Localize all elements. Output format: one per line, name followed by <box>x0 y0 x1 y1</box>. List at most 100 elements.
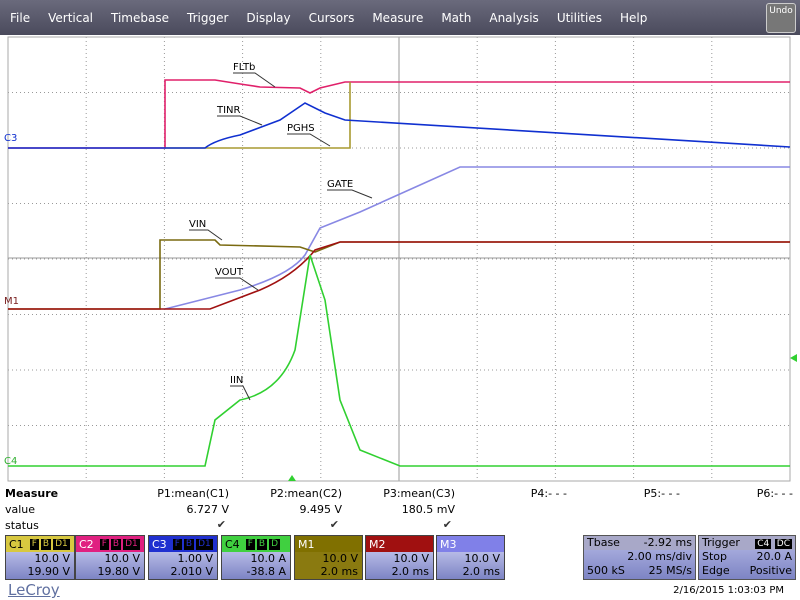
menu-item[interactable]: Display <box>246 10 291 25</box>
label: Edge <box>702 564 730 577</box>
channel-header: C1 F B D1 <box>6 536 74 552</box>
value: 25 MS/s <box>648 564 692 577</box>
channel-body: 10.0 V 2.0 ms <box>295 552 362 579</box>
parameter-value: 9.495 V <box>299 503 342 516</box>
channel-value: 10.0 V <box>464 552 500 565</box>
value: Positive <box>749 564 792 577</box>
channel-value: 10.0 A <box>250 552 286 565</box>
badge: DC <box>774 539 792 549</box>
value: 2.00 ms/div <box>627 550 692 563</box>
parameter-name: P6:- - - <box>756 487 793 500</box>
badge: F <box>29 538 39 550</box>
parameter-status: ✔ <box>329 518 339 531</box>
badge: B <box>110 538 122 550</box>
channel-value: -38.8 A <box>246 565 286 578</box>
channel-value: 10.0 V <box>34 552 70 565</box>
badge: D1 <box>53 538 70 550</box>
channel-body: 10.0 V 2.0 ms <box>437 552 504 579</box>
channel-label: M1 <box>298 537 315 551</box>
channel-box[interactable]: C2 F B D1 10.0 V 19.80 V <box>75 535 145 580</box>
channel-value: 19.80 V <box>97 565 140 578</box>
timebase-panel[interactable]: Tbase -2.92 ms 2.00 ms/div 500 kS 25 MS/s <box>583 535 696 580</box>
parameter-name: P4:- - - <box>530 487 567 500</box>
channel-body: 10.0 A -38.8 A <box>222 552 290 579</box>
channel-value: 2.0 ms <box>391 565 429 578</box>
label: Stop <box>702 550 728 563</box>
badge: F <box>99 538 109 550</box>
channel-body: 10.0 V 19.90 V <box>6 552 74 579</box>
badge: C4 <box>755 539 772 549</box>
menu-item[interactable]: Measure <box>372 10 424 25</box>
brand: LeCroy <box>8 581 60 599</box>
channel-value: 10.0 V <box>322 552 358 565</box>
trace-label: TINR <box>216 105 241 116</box>
channel-body: 1.00 V 2.010 V <box>149 552 217 579</box>
parameter-value: 6.727 V <box>186 503 229 516</box>
badge: D <box>269 538 280 550</box>
channel-header: C2 F B D1 <box>76 536 144 552</box>
badge: D1 <box>196 538 213 550</box>
parameter-status: ✔ <box>442 518 452 531</box>
channel-label: M2 <box>369 537 386 551</box>
channel-value: 2.0 ms <box>320 565 358 578</box>
label: Tbase <box>587 536 620 549</box>
parameter-name: P3:mean(C3) <box>383 487 455 500</box>
trace-label: VOUT <box>215 267 244 278</box>
badge: B <box>256 538 268 550</box>
menu-item[interactable]: Timebase <box>111 10 169 25</box>
parameter-name: P2:mean(C2) <box>270 487 342 500</box>
trace-label: VIN <box>189 219 206 230</box>
channel-label: C2 <box>79 537 94 551</box>
parameter-name: P5:- - - <box>643 487 680 500</box>
channel-label: C1 <box>9 537 24 551</box>
channel-box[interactable]: C1 F B D1 10.0 V 19.90 V <box>5 535 75 580</box>
channel-box[interactable]: M1 10.0 V 2.0 ms <box>294 535 363 580</box>
channel-body: 10.0 V 2.0 ms <box>366 552 433 579</box>
row-label: value <box>5 503 36 516</box>
channel-box[interactable]: M2 10.0 V 2.0 ms <box>365 535 434 580</box>
trace-label: FLTb <box>233 62 255 73</box>
trace-label: IIN <box>230 375 243 386</box>
trigger-panel[interactable]: Trigger C4 DC Stop 20.0 A Edge Positive <box>698 535 796 580</box>
channel-value: 10.0 V <box>104 552 140 565</box>
row-label: status <box>5 519 39 532</box>
menu-bar: File Vertical Timebase Trigger Display Cursor… <box>0 0 800 35</box>
channel-header: C3 F B D1 <box>149 536 217 552</box>
menu-item[interactable]: Cursors <box>308 10 355 25</box>
parameter-value: 180.5 mV <box>401 503 455 516</box>
channel-value: 2.010 V <box>170 565 213 578</box>
parameter-name: P1:mean(C1) <box>157 487 229 500</box>
channel-value: 19.90 V <box>27 565 70 578</box>
value: -2.92 ms <box>643 536 692 549</box>
menu-item[interactable]: File <box>10 10 31 25</box>
channel-label: M3 <box>440 537 457 551</box>
badge: D1 <box>123 538 140 550</box>
value: 500 kS <box>587 564 625 577</box>
menu-item[interactable]: Utilities <box>556 10 602 25</box>
channel-header: C4 F B D <box>222 536 290 552</box>
timestamp: 2/16/2015 1:03:03 PM <box>673 585 784 596</box>
menu-item[interactable]: Analysis <box>489 10 539 25</box>
channel-marker: M1 <box>4 296 19 307</box>
menu-item[interactable]: Help <box>619 10 648 25</box>
badge: B <box>183 538 195 550</box>
menu-item[interactable]: Trigger <box>187 10 229 25</box>
channel-value: 10.0 V <box>393 552 429 565</box>
channel-label: C4 <box>225 537 240 551</box>
badge: B <box>40 538 52 550</box>
undo-button[interactable]: Undo <box>766 3 796 33</box>
channel-box[interactable]: C4 F B D 10.0 A -38.8 A <box>221 535 291 580</box>
channel-header: M3 <box>437 536 504 552</box>
channel-box[interactable]: M3 10.0 V 2.0 ms <box>436 535 505 580</box>
menu-item[interactable]: Vertical <box>48 10 94 25</box>
parameter-status: ✔ <box>216 518 226 531</box>
channel-header: M2 <box>366 536 433 552</box>
menu-item[interactable]: Math <box>441 10 472 25</box>
channel-value: 2.0 ms <box>462 565 500 578</box>
channel-box[interactable]: C3 F B D1 1.00 V 2.010 V <box>148 535 218 580</box>
badge: F <box>245 538 255 550</box>
badge: F <box>172 538 182 550</box>
trace-label: GATE <box>327 179 353 190</box>
channel-marker: C3 <box>4 133 17 144</box>
